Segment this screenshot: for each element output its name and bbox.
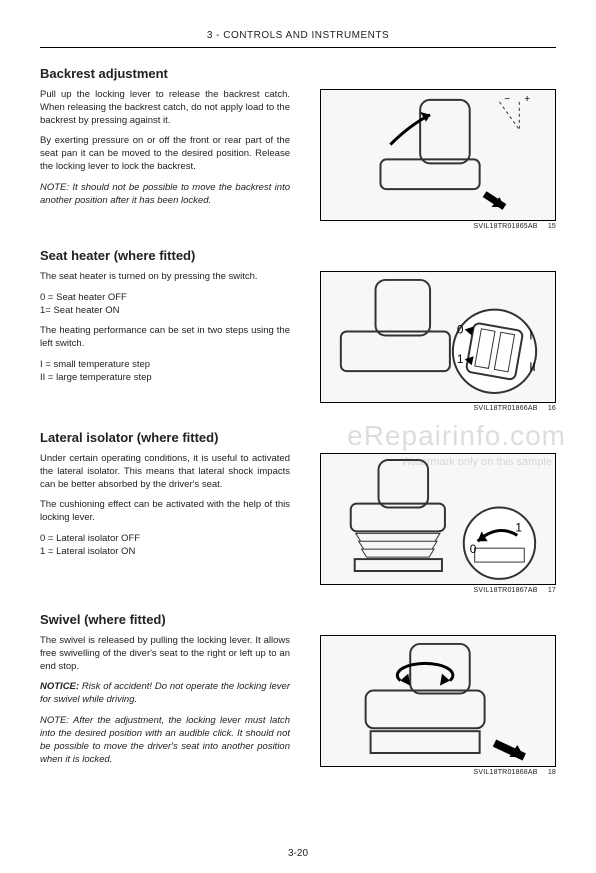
figure-code: SVIL18TR01867AB [474, 587, 538, 594]
figure-num: 18 [548, 769, 556, 776]
label-1: 1 [457, 352, 464, 366]
figure-col: 0 1 I II SVIL18TR01866AB 16 [320, 271, 556, 412]
figure-col: 1 0 SVIL18TR01867AB 17 [320, 453, 556, 594]
svg-text:−: − [504, 94, 510, 105]
figure-heater: 0 1 I II [320, 271, 556, 403]
note: NOTE: After the adjustment, the locking … [40, 715, 290, 766]
para: The heating performance can be set in tw… [40, 325, 290, 351]
para: The swivel is released by pulling the lo… [40, 635, 290, 673]
figure-num: 15 [548, 223, 556, 230]
heading-heater: Seat heater (where fitted) [40, 248, 556, 263]
chapter-title: 3 - CONTROLS AND INSTRUMENTS [207, 30, 389, 41]
figure-code: SVIL18TR01865AB [474, 223, 538, 230]
seat-illustration: − + [321, 90, 555, 221]
figure-swivel [320, 635, 556, 767]
figure-num: 17 [548, 587, 556, 594]
heading-swivel: Swivel (where fitted) [40, 612, 556, 627]
figure-caption: SVIL18TR01865AB 15 [320, 221, 556, 230]
para: By exerting pressure on or off the front… [40, 135, 290, 173]
para: The seat heater is turned on by pressing… [40, 271, 290, 284]
figure-backrest: − + [320, 89, 556, 221]
figure-code: SVIL18TR01866AB [474, 405, 538, 412]
seat-illustration: 0 1 I II [321, 272, 555, 403]
figure-caption: SVIL18TR01866AB 16 [320, 403, 556, 412]
text-col-heater: The seat heater is turned on by pressing… [40, 271, 290, 393]
para: I = small temperature step II = large te… [40, 359, 290, 385]
label-0: 0 [457, 322, 464, 336]
note: NOTE: It should not be possible to move … [40, 182, 290, 208]
page-number: 3-20 [0, 848, 596, 859]
label-1: 1 [515, 520, 522, 534]
label-I: I [529, 328, 532, 342]
section-heater: Seat heater (where fitted) The seat heat… [40, 248, 556, 412]
section-backrest: Backrest adjustment Pull up the locking … [40, 66, 556, 230]
para: Under certain operating conditions, it i… [40, 453, 290, 491]
heading-backrest: Backrest adjustment [40, 66, 556, 81]
para: 0 = Lateral isolator OFF 1 = Lateral iso… [40, 533, 290, 559]
page-header: 3 - CONTROLS AND INSTRUMENTS [40, 30, 556, 48]
text-col-isolator: Under certain operating conditions, it i… [40, 453, 290, 567]
notice: NOTICE: Risk of accident! Do not operate… [40, 681, 290, 707]
figure-num: 16 [548, 405, 556, 412]
figure-col: − + SVIL18TR01865AB 15 [320, 89, 556, 230]
seat-illustration [321, 636, 555, 767]
seat-illustration: 1 0 [321, 454, 555, 585]
label-0: 0 [470, 542, 477, 556]
figure-caption: SVIL18TR01867AB 17 [320, 585, 556, 594]
para: The cushioning effect can be activated w… [40, 499, 290, 525]
figure-isolator: 1 0 [320, 453, 556, 585]
figure-col: SVIL18TR01868AB 18 [320, 635, 556, 776]
label-II: II [529, 360, 536, 374]
section-swivel: Swivel (where fitted) The swivel is rele… [40, 612, 556, 776]
heading-isolator: Lateral isolator (where fitted) [40, 430, 556, 445]
svg-text:+: + [524, 94, 530, 105]
text-col-swivel: The swivel is released by pulling the lo… [40, 635, 290, 774]
para: 0 = Seat heater OFF 1= Seat heater ON [40, 292, 290, 318]
figure-caption: SVIL18TR01868AB 18 [320, 767, 556, 776]
para: Pull up the locking lever to release the… [40, 89, 290, 127]
text-col-backrest: Pull up the locking lever to release the… [40, 89, 290, 216]
section-isolator: Lateral isolator (where fitted) Under ce… [40, 430, 556, 594]
figure-code: SVIL18TR01868AB [474, 769, 538, 776]
